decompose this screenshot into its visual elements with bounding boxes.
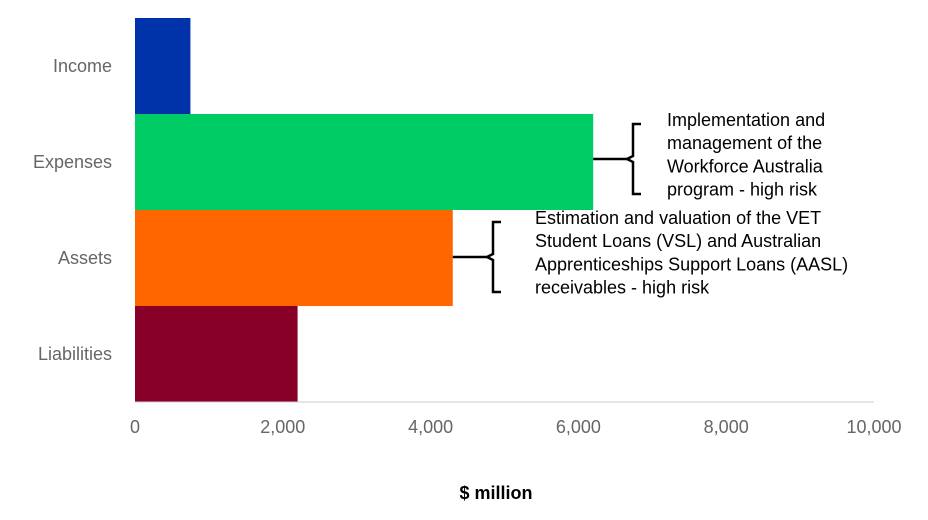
y-tick-label: Assets (58, 248, 112, 268)
bar (135, 306, 298, 402)
annotation-text: program - high risk (667, 180, 818, 200)
bar (135, 18, 191, 114)
annotation-text: management of the (667, 133, 822, 153)
annotation-text: Implementation and (667, 110, 825, 130)
annotation-text: Student Loans (VSL) and Australian (535, 231, 821, 251)
annotation-text: Apprenticeships Support Loans (AASL) (535, 254, 848, 274)
y-tick-label: Expenses (33, 152, 112, 172)
annotation-bracket (624, 122, 641, 196)
x-tick-label: 8,000 (704, 417, 749, 437)
bar (135, 114, 594, 210)
annotation-text: Estimation and valuation of the VET (535, 208, 821, 228)
bar (135, 210, 453, 306)
annotation-bracket (484, 220, 501, 294)
y-tick-label: Income (53, 56, 112, 76)
annotation-text: Workforce Australia (667, 156, 824, 176)
y-tick-label: Liabilities (38, 344, 112, 364)
annotation-text: receivables - high risk (535, 278, 710, 298)
x-tick-label: 2,000 (260, 417, 305, 437)
x-tick-label: 0 (130, 417, 140, 437)
x-tick-label: 4,000 (408, 417, 453, 437)
x-tick-label: 6,000 (556, 417, 601, 437)
x-tick-label: 10,000 (846, 417, 901, 437)
x-axis-label: $ million (459, 483, 532, 503)
